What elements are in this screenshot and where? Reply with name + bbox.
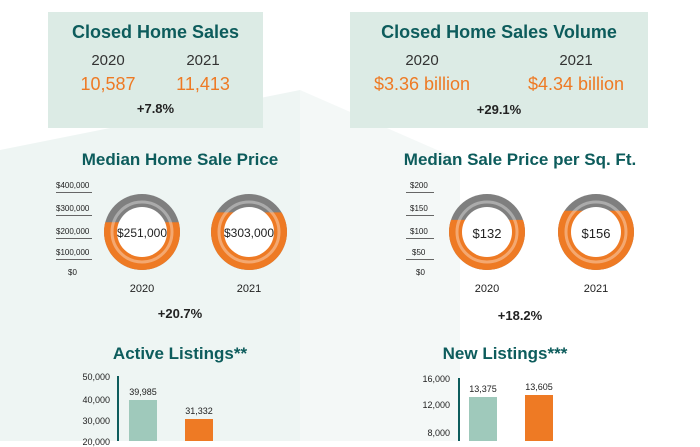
new-listings-tick-2: 8,000 [427, 428, 450, 438]
active-listings-title: Active Listings** [112, 344, 248, 363]
closed-volume-value1: $3.36 billion [373, 74, 471, 94]
new-listings-axis [458, 378, 460, 441]
median-price-axis-label-0: $400,000 [56, 181, 90, 190]
closed-sales-title: Closed Home Sales [71, 22, 240, 42]
median-price-axis-label-2: $200,000 [56, 227, 90, 236]
median-price-axis-label-3: $100,000 [56, 248, 90, 257]
median-price-axis-line-0 [56, 192, 92, 193]
median-price-year-2020: 2020 [129, 283, 155, 295]
closed-sales-panel: Closed Home Sales 2020 2021 10,587 11,41… [48, 12, 263, 128]
median-price-axis-label-1: $300,000 [56, 204, 90, 213]
median-price-axis-line-3 [56, 259, 92, 260]
sqft-price-axis-label-0: $200 [410, 181, 428, 190]
median-price-change: +20.7% [157, 306, 203, 321]
sqft-price-axis-label-1: $150 [410, 204, 428, 213]
median-price-axis-label-4: $0 [68, 268, 77, 277]
sqft-price-axis-line-2 [406, 238, 434, 239]
sqft-price-label-2021: $156 [581, 226, 611, 241]
sqft-price-year-2021: 2021 [583, 283, 609, 295]
active-listings-label-2021: 31,332 [185, 406, 213, 417]
new-listings-tick-1: 12,000 [422, 400, 450, 410]
active-listings-bar-2021 [185, 419, 213, 441]
median-price-title: Median Home Sale Price [81, 150, 279, 169]
active-listings-tick-1: 40,000 [82, 395, 110, 405]
median-price-label-2020: $251,000 [116, 226, 168, 240]
median-price-year-2021: 2021 [236, 283, 262, 295]
sqft-price-year-2020: 2020 [474, 283, 500, 295]
closed-sales-change: +7.8% [136, 101, 175, 116]
closed-volume-year2: 2021 [559, 52, 593, 69]
sqft-price-axis-line-1 [406, 215, 434, 216]
closed-volume-value2: $4.34 billion [527, 74, 625, 94]
sqft-price-axis-label-3: $50 [412, 248, 426, 257]
new-listings-bar-2021 [525, 395, 553, 441]
median-price-label-2021: $303,000 [223, 226, 275, 240]
sqft-price-axis-label-4: $0 [416, 268, 425, 277]
median-price-axis-line-2 [56, 238, 92, 239]
active-listings-bar-2020 [129, 400, 157, 441]
closed-sales-value2: 11,413 [176, 74, 230, 94]
active-listings-tick-3: 20,000 [82, 437, 110, 447]
new-listings-bar-2020 [469, 396, 497, 441]
active-listings-axis [117, 376, 119, 441]
new-listings-tick-0: 16,000 [422, 374, 450, 384]
closed-volume-year1: 2020 [405, 52, 439, 69]
active-listings-tick-2: 30,000 [82, 416, 110, 426]
closed-sales-year1: 2020 [91, 52, 125, 69]
sqft-price-axis-line-0 [406, 192, 434, 193]
closed-volume-panel: Closed Home Sales Volume 2020 2021 $3.36… [350, 12, 648, 128]
new-listings-title: New Listings*** [442, 344, 568, 363]
active-listings-label-2020: 39,985 [129, 387, 157, 398]
sqft-price-axis-line-3 [406, 259, 434, 260]
closed-volume-change: +29.1% [476, 102, 522, 117]
closed-sales-value1: 10,587 [80, 74, 136, 94]
sqft-price-label-2020: $132 [472, 226, 502, 241]
new-listings-label-2021: 13,605 [525, 382, 553, 393]
closed-sales-year2: 2021 [186, 52, 220, 69]
sqft-price-change: +18.2% [497, 308, 543, 323]
active-listings-tick-0: 50,000 [82, 372, 110, 382]
closed-volume-title: Closed Home Sales Volume [381, 22, 617, 42]
sqft-price-axis-label-2: $100 [410, 227, 428, 236]
new-listings-label-2020: 13,375 [469, 383, 497, 394]
sqft-price-title: Median Sale Price per Sq. Ft. [403, 150, 637, 169]
median-price-axis-line-1 [56, 215, 92, 216]
